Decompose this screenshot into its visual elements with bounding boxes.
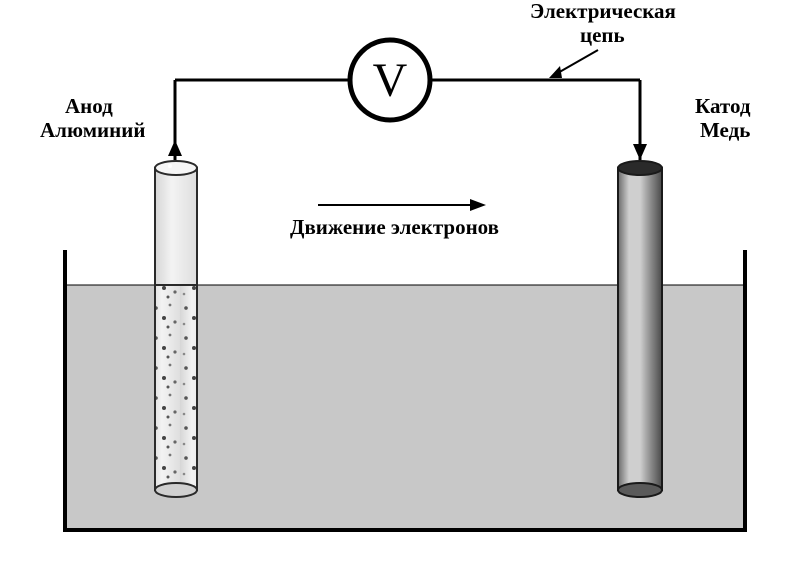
arrow-anode-up-icon [168,140,182,156]
voltmeter-label: V [373,54,408,107]
voltmeter: V [350,40,430,120]
diagram-svg: V [0,0,800,564]
anode-electrode [155,161,197,497]
arrow-cathode-down-icon [633,144,647,160]
arrow-circuit-label-icon [549,50,598,78]
cathode-electrode [618,161,662,497]
arrow-electron-flow-icon [318,199,486,211]
diagram-canvas: Электрическая цепь Анод Алюминий Катод М… [0,0,800,564]
